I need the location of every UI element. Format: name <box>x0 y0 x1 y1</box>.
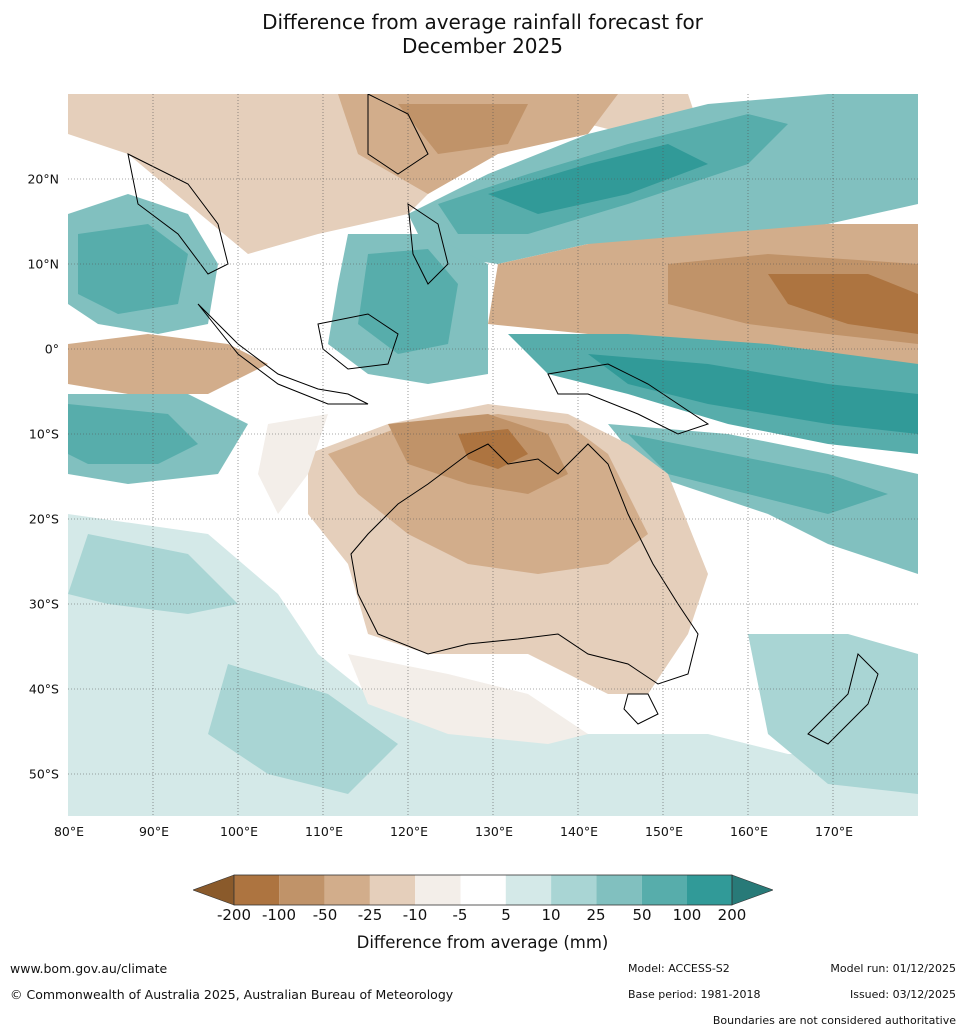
lat-label-50s: 50°S <box>28 766 59 782</box>
lon-label-90e: 90°E <box>138 824 170 839</box>
lat-label-40s: 40°S <box>28 681 59 697</box>
lat-label-0: 0° <box>44 341 59 357</box>
lon-label-120e: 120°E <box>389 824 429 839</box>
legend-tick: 25 <box>586 906 606 924</box>
legend-swatch-50-25 <box>324 875 370 905</box>
legend-swatch-25-10 <box>369 875 416 905</box>
legend-swatch-200-100 <box>234 875 280 905</box>
legend-tick: 200 <box>717 906 747 924</box>
legend-swatch-100-200 <box>687 875 732 905</box>
legend-tick: 100 <box>672 906 702 924</box>
legend-tick: -5 <box>452 906 468 924</box>
lon-label-110e: 110°E <box>304 824 344 839</box>
legend-title: Difference from average (mm) <box>356 933 609 952</box>
china-coastline <box>367 94 429 175</box>
new-guinea-coastline <box>547 363 710 435</box>
new-zealand-coastline <box>807 653 879 745</box>
legend-swatch-25-50 <box>596 875 642 905</box>
legend-tick: -10 <box>402 906 428 924</box>
legend-tick: 50 <box>632 906 652 924</box>
legend-swatch-5-10 <box>505 875 552 905</box>
legend-tick: -100 <box>261 906 297 924</box>
lon-label-140e: 140°E <box>559 824 599 839</box>
lat-label-30s: 30°S <box>28 596 59 612</box>
footer-model-run: Model run: 01/12/2025 <box>830 962 956 975</box>
footer-disclaimer: Boundaries are not considered authoritat… <box>712 1014 956 1027</box>
philippines-coastline <box>407 202 449 285</box>
legend-tick: 5 <box>501 906 511 924</box>
legend-swatch-100-50 <box>279 875 325 905</box>
legend-swatch-above-200 <box>731 874 773 906</box>
legend-colorbar <box>193 874 773 906</box>
title-line-2: December 2025 <box>402 34 563 58</box>
legend-swatch-50-100 <box>641 875 687 905</box>
sumatra-java-coastline <box>197 303 369 405</box>
legend-swatch-below-200 <box>193 874 235 906</box>
footer-issued: Issued: 03/12/2025 <box>849 988 956 1001</box>
lon-label-100e: 100°E <box>219 824 259 839</box>
legend-tick: 10 <box>541 906 561 924</box>
indochina-coastline <box>127 153 229 275</box>
lat-label-20s: 20°S <box>28 511 59 527</box>
lon-label-130e: 130°E <box>474 824 514 839</box>
coastlines <box>127 94 879 745</box>
rainfall-anomaly-map <box>68 94 918 816</box>
map-title: Difference from average rainfall forecas… <box>0 10 965 58</box>
legend-swatch-10-25 <box>551 875 597 905</box>
legend-tick: -25 <box>357 906 383 924</box>
lon-label-80e: 80°E <box>53 824 85 839</box>
lat-label-20n: 20°N <box>27 171 59 187</box>
lon-label-150e: 150°E <box>644 824 684 839</box>
footer-copyright: © Commonwealth of Australia 2025, Austra… <box>10 987 454 1002</box>
lat-label-10n: 10°N <box>27 256 59 272</box>
lat-label-10s: 10°S <box>28 426 59 442</box>
footer-website: www.bom.gov.au/climate <box>10 961 168 976</box>
tasmania-coastline <box>623 693 659 725</box>
lon-label-160e: 160°E <box>729 824 769 839</box>
legend-tick: -50 <box>312 906 338 924</box>
australia-coastline <box>350 443 699 685</box>
legend-swatch-10-5 <box>415 875 461 905</box>
footer-model: Model: ACCESS-S2 <box>628 962 730 975</box>
graticule <box>68 94 918 816</box>
map-svg <box>68 94 918 816</box>
lon-label-170e: 170°E <box>814 824 854 839</box>
legend-swatch-5-5 <box>460 875 506 905</box>
legend-tick: -200 <box>216 906 252 924</box>
footer-base-period: Base period: 1981-2018 <box>628 988 761 1001</box>
title-line-1: Difference from average rainfall forecas… <box>262 10 703 34</box>
